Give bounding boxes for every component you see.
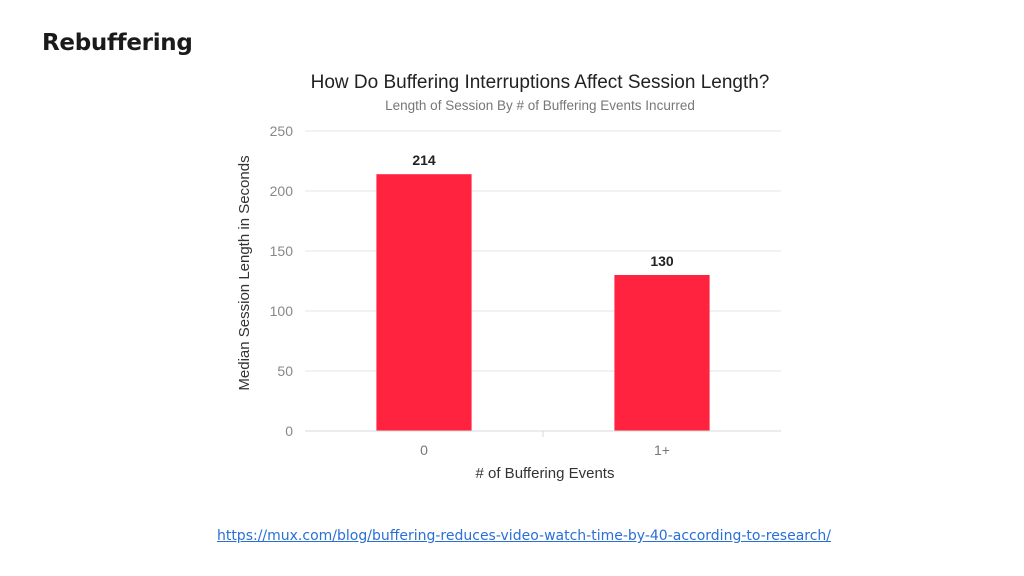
y-tick-labels: 0 50 100 150 200 250	[270, 123, 294, 439]
bar-0	[376, 174, 472, 431]
x-axis-label: # of Buffering Events	[476, 465, 615, 482]
y-tick-label: 200	[270, 183, 294, 199]
y-tick-label: 50	[277, 363, 293, 379]
bar-chart: How Do Buffering Interruptions Affect Se…	[236, 72, 781, 482]
y-tick-label: 250	[270, 123, 294, 139]
y-tick-label: 100	[270, 303, 294, 319]
bars	[376, 174, 710, 431]
bar-1+	[614, 275, 710, 431]
data-label: 214	[412, 152, 436, 168]
source-link[interactable]: https://mux.com/blog/buffering-reduces-v…	[216, 528, 832, 544]
y-tick-label: 150	[270, 243, 294, 259]
data-labels: 214 130	[412, 152, 674, 269]
x-tick-label: 1+	[654, 442, 670, 458]
chart-subtitle: Length of Session By # of Buffering Even…	[385, 98, 695, 113]
y-axis-label: Median Session Length in Seconds	[236, 155, 253, 390]
slide-title: Rebuffering	[42, 30, 193, 56]
x-tick-labels: 0 1+	[420, 431, 670, 458]
y-tick-label: 0	[285, 423, 293, 439]
data-label: 130	[650, 253, 674, 269]
chart-title: How Do Buffering Interruptions Affect Se…	[311, 72, 770, 93]
x-tick-label: 0	[420, 442, 428, 458]
